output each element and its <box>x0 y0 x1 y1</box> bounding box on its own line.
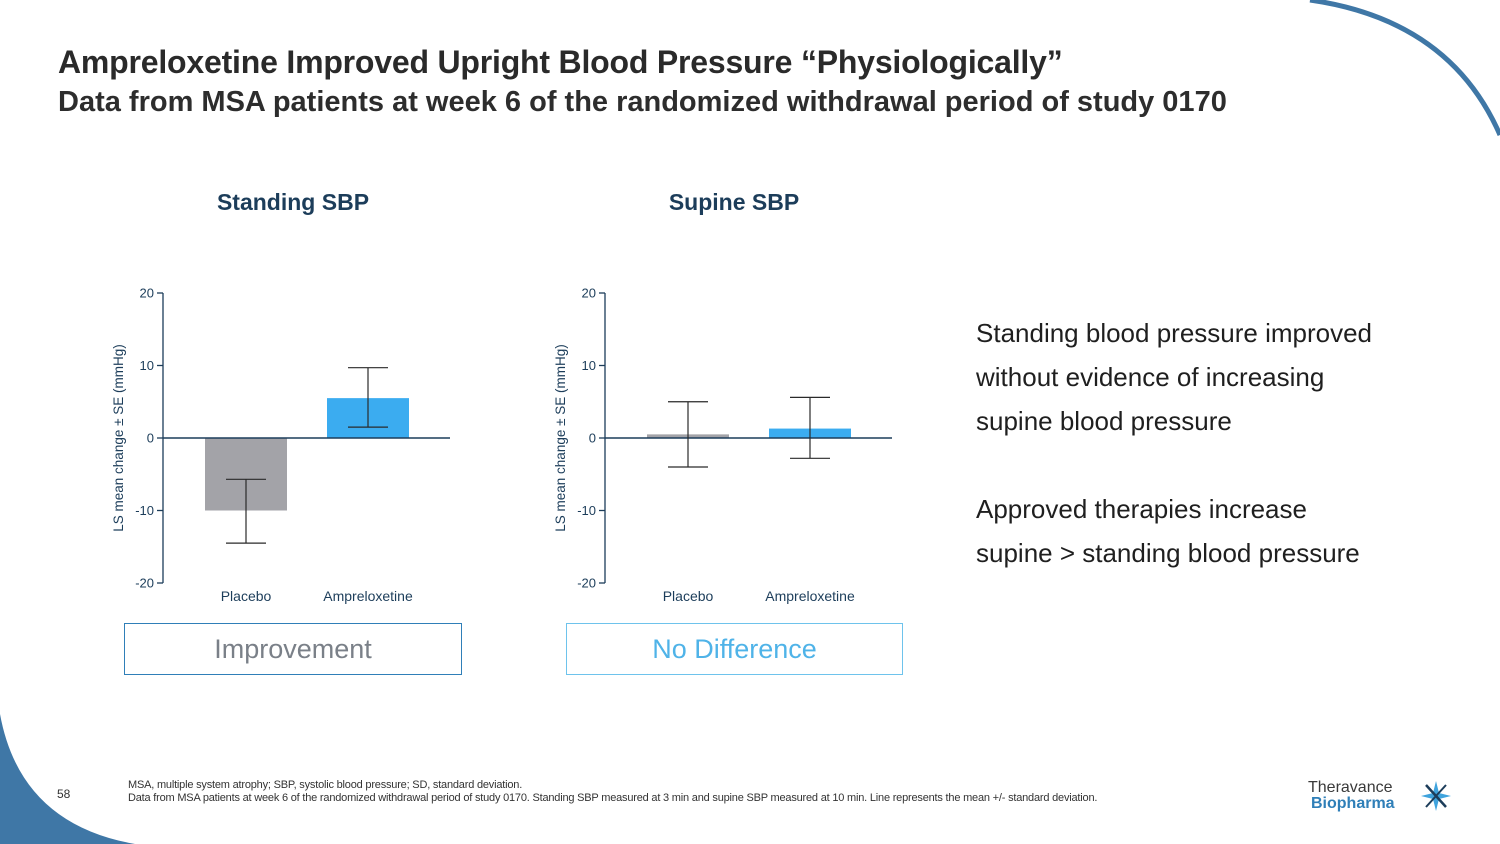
side-text-line: Standing blood pressure improved <box>976 318 1373 348</box>
corner-arc-bottom-left <box>0 714 135 844</box>
x-category-label: Ampreloxetine <box>323 588 413 604</box>
y-tick-label: -20 <box>135 576 154 591</box>
side-text-line: without evidence of increasing <box>976 362 1325 392</box>
y-tick-label: 20 <box>582 286 596 301</box>
y-tick-label: -20 <box>577 576 596 591</box>
logo-text-biopharma: Biopharma <box>1311 795 1395 812</box>
y-tick-label: 20 <box>140 286 154 301</box>
y-tick-label: 0 <box>147 431 154 446</box>
footnote-study-details: Data from MSA patients at week 6 of the … <box>128 792 1098 804</box>
y-tick-label: 0 <box>589 431 596 446</box>
page-number: 58 <box>57 787 71 801</box>
y-tick-label: -10 <box>577 503 596 518</box>
approved-therapies-statement: Approved therapies increase supine > sta… <box>976 487 1446 575</box>
y-tick-label: 10 <box>140 358 154 373</box>
corner-arc-top-right <box>1309 0 1500 136</box>
side-text-line: supine blood pressure <box>976 406 1232 436</box>
standing-chart-title: Standing SBP <box>216 189 370 215</box>
y-axis-title: LS mean change ± SE (mmHg) <box>553 344 568 531</box>
slide-subtitle: Data from MSA patients at week 6 of the … <box>58 86 1227 118</box>
footnotes: MSA, multiple system atrophy; SBP, systo… <box>128 779 1097 805</box>
x-category-label: Placebo <box>221 588 272 604</box>
y-tick-label: 10 <box>582 358 596 373</box>
slide-title: Ampreloxetine Improved Upright Blood Pre… <box>58 44 1063 80</box>
improvement-verdict-box: Improvement <box>124 623 462 675</box>
x-category-label: Placebo <box>663 588 714 604</box>
x-category-label: Ampreloxetine <box>765 588 855 604</box>
supine-sbp-chart: 20 10 0 -10 -20 LS mean change ± SE (mmHg) Pla… <box>553 286 892 604</box>
logo-text-theravance: Theravance <box>1308 779 1393 796</box>
standing-bp-statement: Standing blood pressure improved without… <box>976 311 1446 443</box>
y-tick-label: -10 <box>135 503 154 518</box>
footnote-abbreviations: MSA, multiple system atrophy; SBP, systo… <box>128 779 523 791</box>
standing-sbp-chart: 20 10 0 -10 -20 LS mean change ± SE (mmHg) Pla… <box>111 286 450 604</box>
logo-star-icon <box>1421 781 1451 811</box>
side-text-line: supine > standing blood pressure <box>976 538 1360 568</box>
no-difference-verdict-box: No Difference <box>566 623 903 675</box>
supine-chart-title: Supine SBP <box>668 189 800 215</box>
side-text-line: Approved therapies increase <box>976 494 1307 524</box>
y-axis-title: LS mean change ± SE (mmHg) <box>111 344 126 531</box>
theravance-logo: Theravance Biopharma <box>1308 779 1458 815</box>
